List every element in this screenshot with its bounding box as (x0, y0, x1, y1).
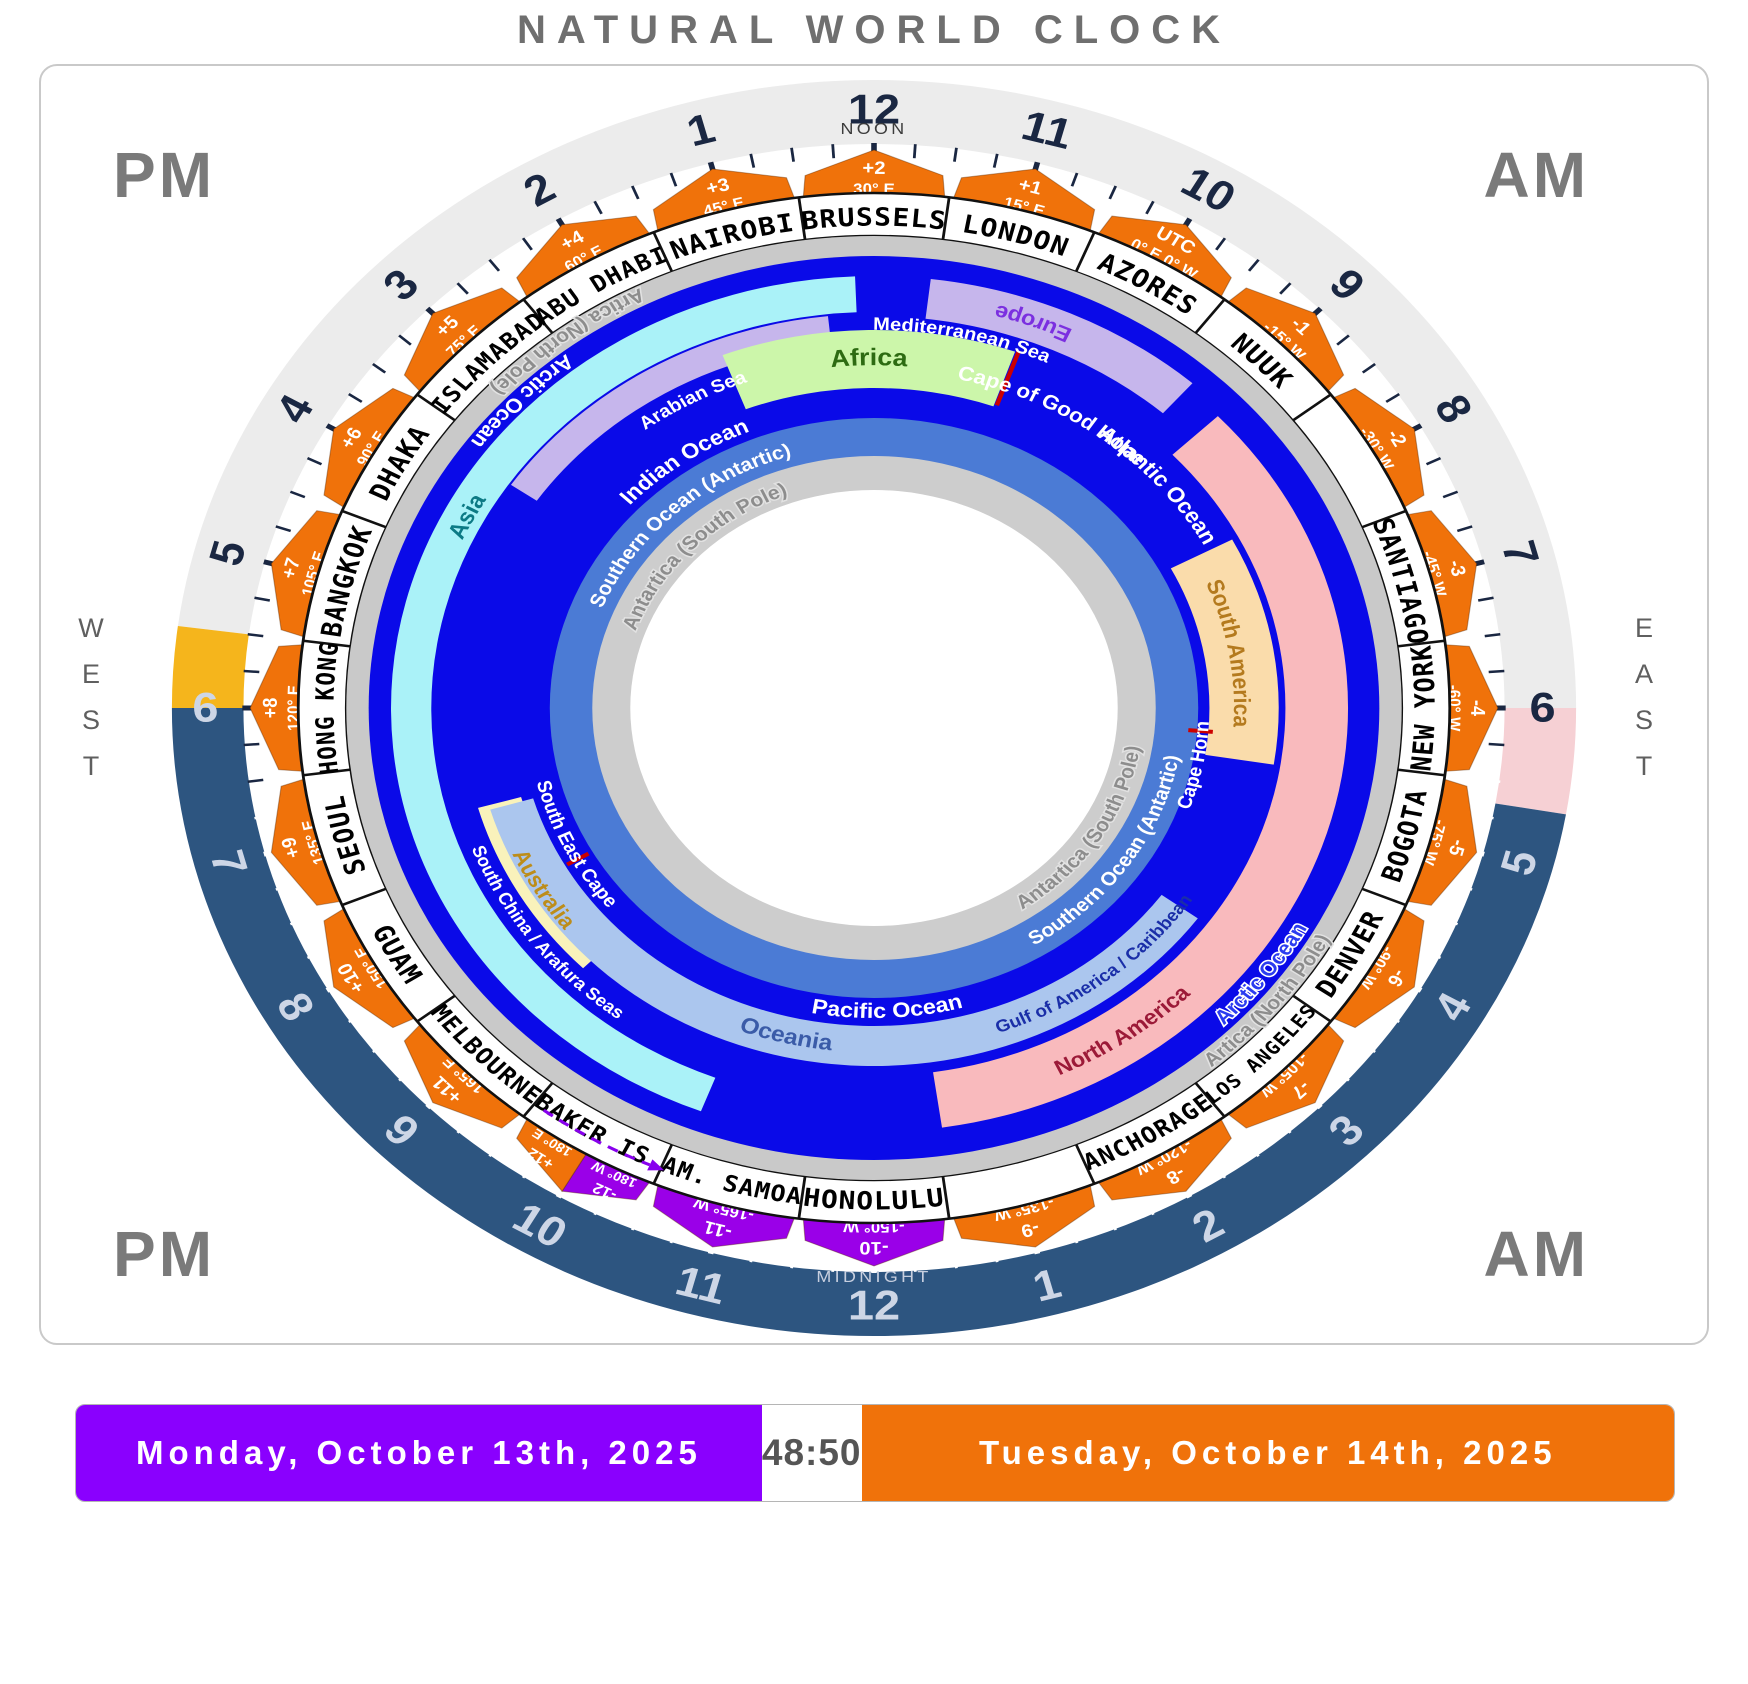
international-date-line (542, 1108, 651, 1167)
continent-band-oceania (490, 798, 1198, 1067)
cape-horn-line (1188, 728, 1213, 734)
south-east-cape-line (566, 851, 590, 867)
tz-offset-9: -9 (1019, 1217, 1042, 1240)
am-label-top-right: AM (1483, 139, 1589, 211)
continent-band-asia (391, 276, 857, 1112)
label-africa: Africa (829, 344, 909, 372)
geography-rings (346, 236, 1402, 1180)
date-bar: Monday, October 13th, 2025 48:50 Tuesday… (75, 1404, 1675, 1502)
hour-number-12: 12 (848, 1283, 900, 1329)
tz-offset-bogota: -5 (1443, 837, 1469, 858)
hour-ring (171, 79, 1577, 1337)
am-label-bottom-right: AM (1483, 1218, 1589, 1290)
city-label-brussels: BRUSSELS (799, 203, 948, 236)
clock-card: 12 11 10 9 8 7 6 5 4 3 2 1 12 11 10 9 8 7 6 5 4 3 2 1 NOON MIDNIG… (39, 64, 1709, 1345)
tz-offset-brussels: +2 (862, 159, 885, 179)
tz-offset-hong-kong: +8 (260, 697, 282, 718)
continent-band-europe-west (510, 316, 832, 501)
date-line-arrow (647, 1159, 665, 1171)
page-title: NATURAL WORLD CLOCK (516, 8, 1232, 52)
date-bar-tuesday: Tuesday, October 14th, 2025 (861, 1405, 1674, 1501)
dial-center (630, 490, 1118, 926)
hour-number-6: 6 (1530, 685, 1556, 731)
continent-band-north-america (933, 416, 1349, 1128)
continent-band-europe (925, 278, 1193, 414)
west-label: WEST (76, 612, 106, 797)
hour-number-18: 6 (192, 685, 218, 731)
tz-offset-honolulu: -10 (859, 1237, 889, 1257)
hour-number-0: 12 (848, 87, 900, 133)
cape-of-good-hope-line (994, 350, 1022, 407)
sunrise-arc (1495, 708, 1577, 815)
continent-band-africa (722, 330, 1016, 410)
pm-label-top-left: PM (113, 139, 215, 211)
continent-band-south-america (1170, 539, 1279, 765)
date-bar-monday: Monday, October 13th, 2025 (76, 1405, 762, 1501)
tz-offset-new-york: -4 (1466, 700, 1488, 717)
timezone-markers (249, 149, 1499, 1267)
city-label-hong-kong: HONG KONG (310, 640, 344, 776)
sunset-arc (171, 626, 249, 708)
tz-offset-santiago: -3 (1443, 558, 1469, 579)
day-arc (177, 79, 1577, 708)
night-arc (171, 708, 1566, 1337)
noon-label: NOON (840, 120, 907, 138)
pm-label-bottom-left: PM (113, 1218, 215, 1290)
date-bar-elapsed-time: 48:50 (761, 1405, 862, 1501)
midnight-label: MIDNIGHT (816, 1268, 931, 1286)
east-label: EAST (1629, 612, 1659, 797)
city-label-honolulu: HONOLULU (802, 1183, 947, 1216)
